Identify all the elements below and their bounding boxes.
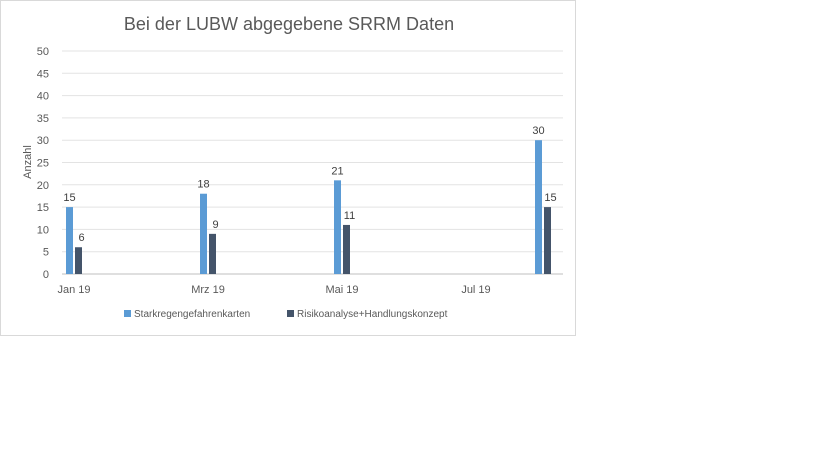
legend-label-starkregen: Starkregengefahrenkarten: [134, 309, 250, 320]
y-tick-label: 0: [43, 269, 49, 281]
bar: [66, 207, 73, 274]
legend-swatch-risikoanalyse: [287, 310, 294, 317]
data-label: 21: [331, 165, 343, 177]
data-label: 15: [63, 192, 75, 204]
x-tick-label: Mrz 19: [191, 284, 225, 296]
bars: [66, 140, 551, 274]
data-labels: 151821303538424369111523262830: [63, 125, 556, 244]
chart-svg: Bei der LUBW abgegebene SRRM Daten Anzah…: [22, 14, 563, 320]
data-label: 9: [212, 219, 218, 231]
x-tick-label: Jan 19: [57, 284, 90, 296]
chart-title: Bei der LUBW abgegebene SRRM Daten: [124, 14, 454, 34]
y-axis-ticks: 0 5 10 15 20 25 30 35 40 45 50: [37, 46, 49, 281]
y-tick-label: 50: [37, 46, 49, 58]
gridlines: [62, 50, 563, 275]
data-label: 18: [197, 179, 209, 191]
bar: [75, 247, 82, 274]
data-label: 30: [532, 125, 544, 137]
y-axis-title: Anzahl: [22, 145, 34, 179]
bar: [209, 233, 216, 274]
y-tick-label: 20: [37, 180, 49, 192]
bar: [544, 207, 551, 274]
x-tick-label: Jul 19: [461, 284, 490, 296]
legend-label-risikoanalyse: Risikoanalyse+Handlungskonzept: [297, 309, 448, 320]
bar: [535, 140, 542, 274]
x-tick-label: Mai 19: [325, 284, 358, 296]
y-tick-label: 35: [37, 113, 49, 125]
y-tick-label: 25: [37, 158, 49, 170]
y-tick-label: 15: [37, 202, 49, 214]
y-tick-label: 40: [37, 91, 49, 103]
bar: [200, 193, 207, 274]
bar: [343, 224, 350, 274]
y-tick-label: 5: [43, 247, 49, 259]
y-tick-label: 30: [37, 135, 49, 147]
data-label: 15: [544, 192, 556, 204]
y-tick-label: 10: [37, 224, 49, 236]
bar: [334, 180, 341, 274]
data-label: 6: [78, 232, 84, 244]
y-tick-label: 45: [37, 68, 49, 80]
legend-swatch-starkregen: [124, 310, 131, 317]
data-label: 11: [344, 210, 355, 222]
chart-area: Bei der LUBW abgegebene SRRM Daten Anzah…: [0, 0, 576, 336]
legend: Starkregengefahrenkarten Risikoanalyse+H…: [124, 309, 448, 320]
